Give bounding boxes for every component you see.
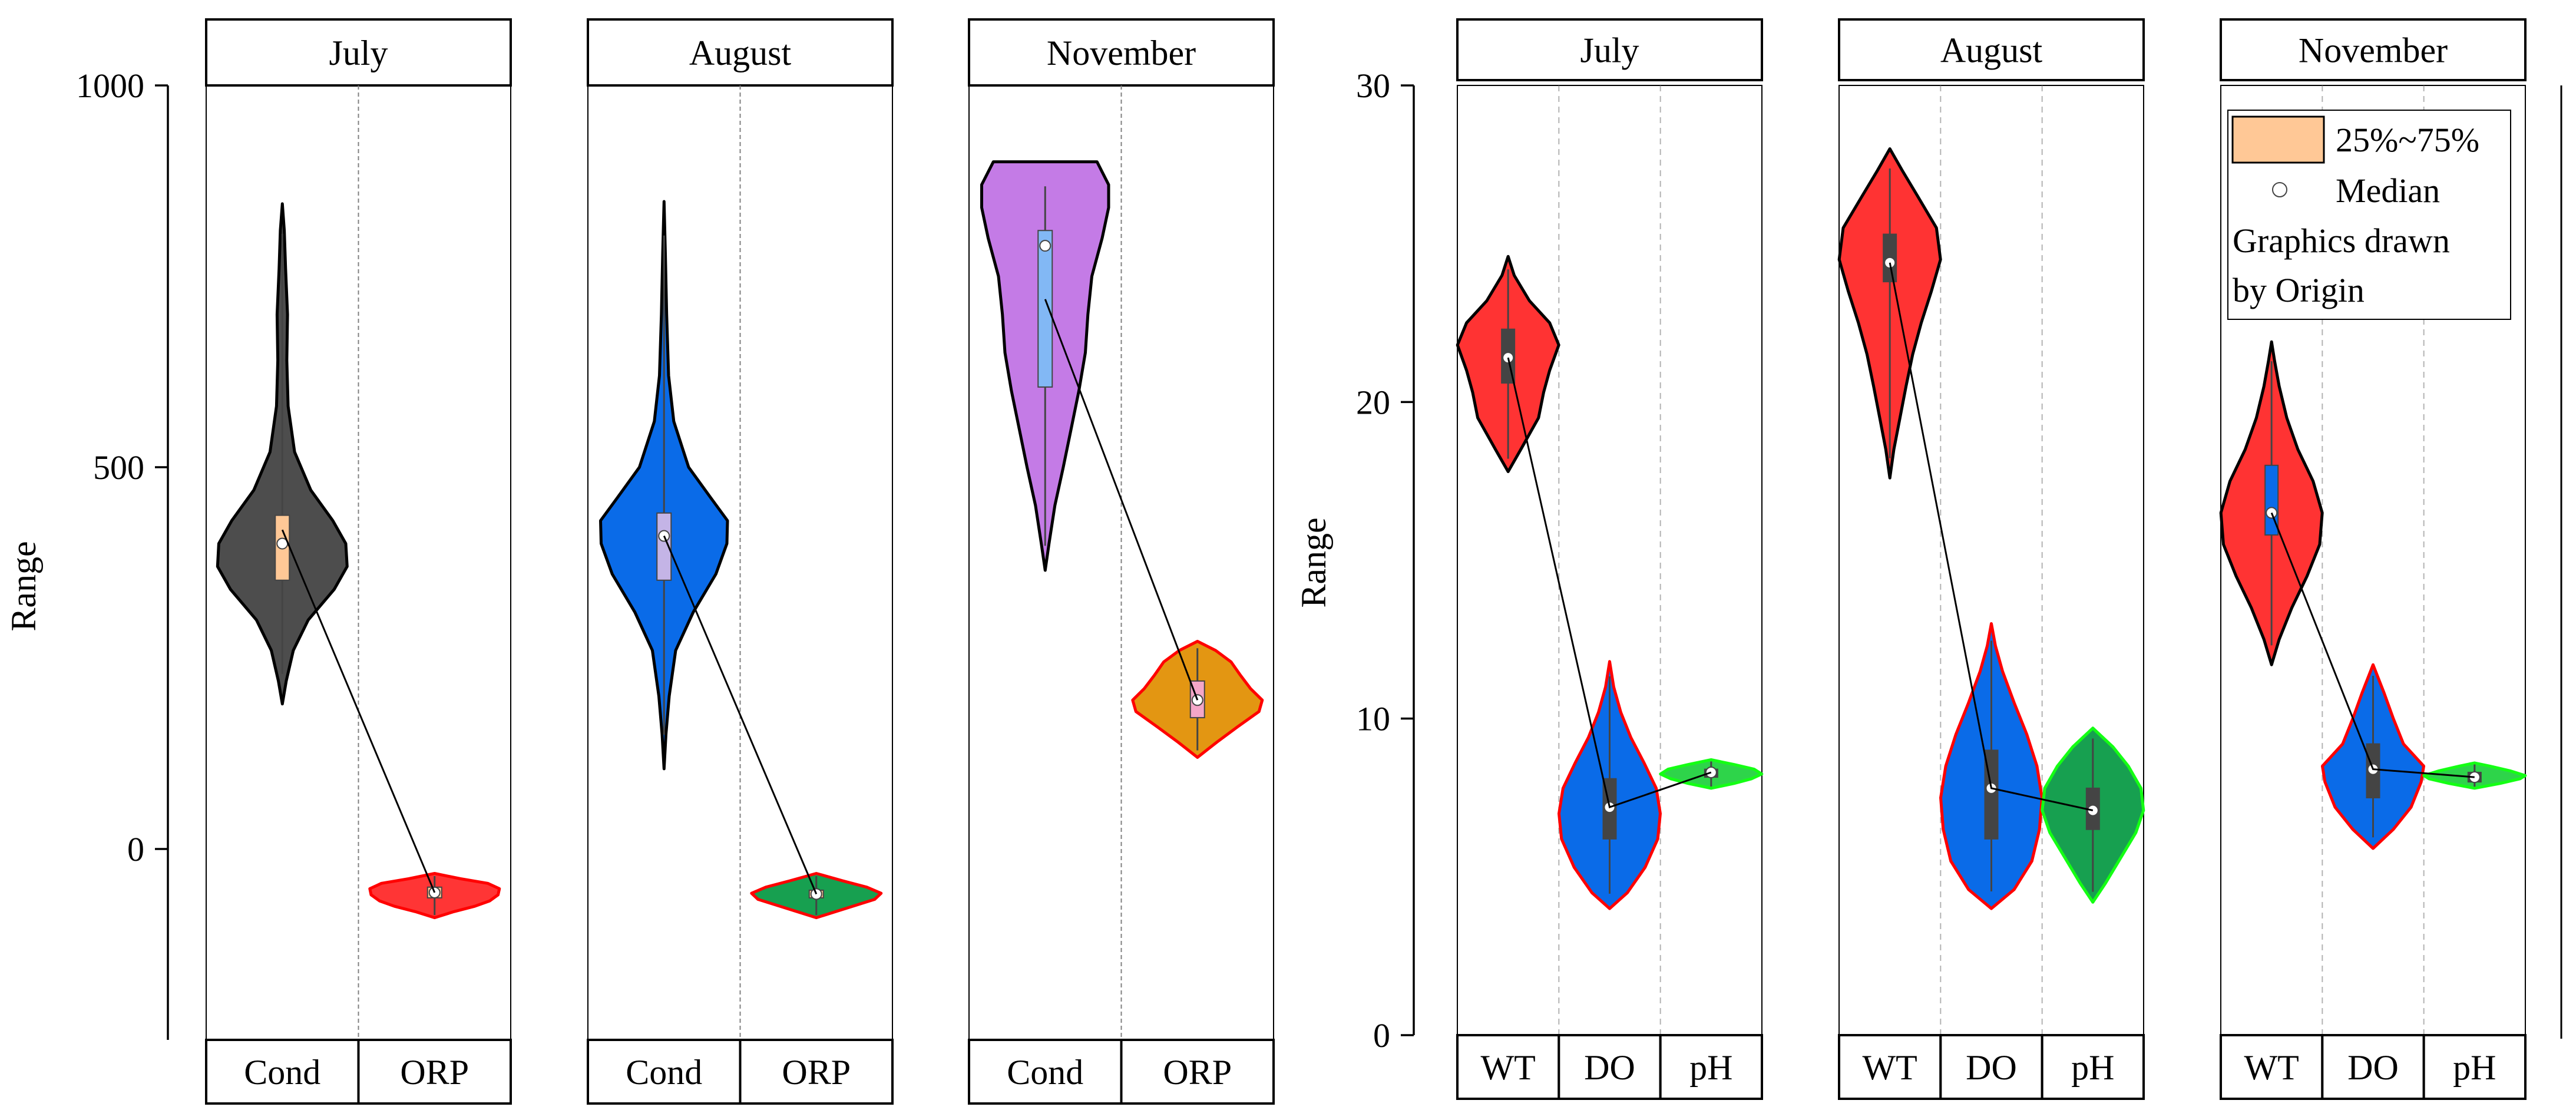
mean-connect-line bbox=[1044, 299, 1199, 701]
mean-connect-line bbox=[663, 536, 818, 895]
legend-box-swatch bbox=[2231, 115, 2325, 164]
category-label: WT bbox=[1481, 1048, 1536, 1087]
category-cell bbox=[2422, 1034, 2527, 1100]
legend-median-marker bbox=[2272, 182, 2287, 197]
legend-note-line1: Graphics drawn bbox=[2233, 222, 2450, 260]
violin-do bbox=[2321, 663, 2425, 850]
violin-cond bbox=[980, 160, 1110, 572]
category-label: DO bbox=[1966, 1048, 2017, 1087]
violin-wt bbox=[1456, 255, 1560, 473]
category-label: Cond bbox=[244, 1053, 320, 1092]
category-cell bbox=[357, 1039, 512, 1105]
y-axis-label: Range bbox=[1294, 517, 1333, 607]
panel-title: July bbox=[329, 34, 388, 72]
mean-connect-line bbox=[281, 529, 436, 893]
panel-header bbox=[968, 18, 1275, 87]
category-label: ORP bbox=[1163, 1053, 1232, 1092]
category-label: DO bbox=[1584, 1048, 1635, 1087]
panel-title: August bbox=[689, 34, 792, 72]
category-label: Cond bbox=[1007, 1053, 1083, 1092]
category-label: Cond bbox=[626, 1053, 702, 1092]
mean-connect-line bbox=[1889, 262, 2094, 811]
panel-august: August WT DO pH bbox=[1837, 18, 2145, 1100]
category-cell bbox=[1557, 1034, 1662, 1100]
violin-cond bbox=[216, 202, 349, 706]
y-tick-label: 1000 bbox=[76, 67, 144, 105]
legend-median-label: Median bbox=[2336, 171, 2440, 210]
mean-connect-line bbox=[1507, 357, 1712, 809]
median-point bbox=[2266, 507, 2278, 519]
median-point bbox=[2086, 804, 2099, 817]
violin-box bbox=[1037, 230, 1053, 388]
category-cell bbox=[205, 1039, 360, 1105]
violin-do bbox=[1557, 660, 1662, 910]
median-point bbox=[1705, 767, 1717, 779]
category-label: ORP bbox=[400, 1053, 469, 1092]
violin-cond bbox=[599, 200, 729, 771]
violin-orp bbox=[750, 872, 883, 920]
panel-title: July bbox=[1580, 31, 1639, 70]
violin-ph bbox=[2422, 761, 2527, 790]
y-tick-label: 30 bbox=[1356, 67, 1390, 105]
legend: 25%~75% Median Graphics drawn by Origin bbox=[2227, 110, 2511, 320]
category-cell bbox=[2220, 1034, 2324, 1100]
legend-note-line2: by Origin bbox=[2233, 271, 2365, 309]
legend-box-label: 25%~75% bbox=[2336, 121, 2479, 159]
y-tick-label: 10 bbox=[1356, 700, 1390, 738]
panel-header bbox=[205, 18, 512, 87]
category-cell bbox=[1838, 1034, 1942, 1100]
y-tick-label: 500 bbox=[93, 448, 144, 487]
violin-wt bbox=[1837, 147, 1942, 480]
y-tick-label: 0 bbox=[1373, 1016, 1390, 1055]
panel-november: November Cond ORP bbox=[968, 18, 1275, 1105]
median-point bbox=[1502, 352, 1514, 364]
category-label: WT bbox=[2244, 1048, 2299, 1087]
panel-header bbox=[1456, 18, 1763, 81]
panel-july: July Cond ORP bbox=[205, 18, 512, 1105]
panel-title: November bbox=[1047, 34, 1196, 72]
category-label: pH bbox=[2453, 1048, 2496, 1087]
category-label: pH bbox=[2071, 1048, 2114, 1087]
median-point bbox=[1039, 240, 1051, 252]
category-cell bbox=[968, 1039, 1123, 1105]
category-cell bbox=[1659, 1034, 1764, 1100]
violin-wt bbox=[2219, 340, 2324, 666]
panel-august: August Cond ORP bbox=[587, 18, 894, 1105]
panel-title: November bbox=[2299, 31, 2448, 70]
violin-do bbox=[1939, 622, 2043, 910]
mean-connect-line bbox=[2270, 512, 2475, 778]
y-tick-label: 20 bbox=[1356, 383, 1390, 421]
violin-ph bbox=[2041, 726, 2145, 904]
y-axis-label: Range bbox=[4, 541, 43, 631]
y-tick-label: 0 bbox=[127, 830, 144, 868]
category-cell bbox=[2041, 1034, 2145, 1100]
violin-orp bbox=[368, 872, 501, 920]
category-cell bbox=[1120, 1039, 1275, 1105]
category-cell bbox=[739, 1039, 894, 1105]
category-label: ORP bbox=[782, 1053, 851, 1092]
panel-title: August bbox=[1940, 31, 2043, 70]
category-label: DO bbox=[2347, 1048, 2399, 1087]
category-label: WT bbox=[1863, 1048, 1917, 1087]
panel-november: November WT DO pH bbox=[2219, 18, 2527, 1100]
panel-july: July WT DO pH bbox=[1456, 18, 1764, 1100]
category-label: pH bbox=[1689, 1048, 1732, 1087]
panel-header bbox=[2220, 18, 2527, 81]
panel-header bbox=[1838, 18, 2145, 81]
